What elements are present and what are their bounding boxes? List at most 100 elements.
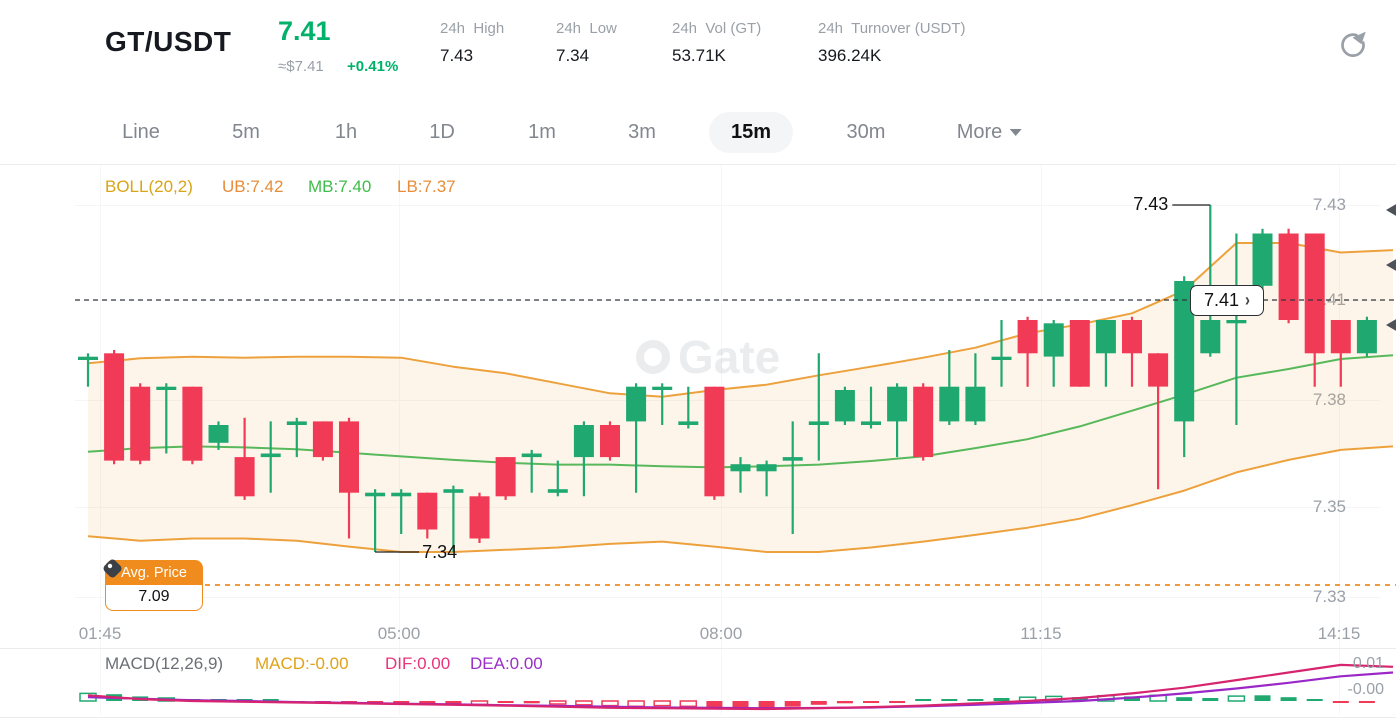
tab-30m[interactable]: 30m	[846, 121, 886, 143]
macd-histogram-bar-down	[810, 701, 827, 705]
macd-histogram-bar-up	[1044, 695, 1063, 702]
stat-value: 396.24K	[818, 46, 882, 65]
macd-histogram-bar-down	[1332, 701, 1349, 703]
macd-indicator-label[interactable]: MACD(12,26,9)	[105, 654, 224, 673]
macd-histogram-bar-down	[653, 700, 671, 707]
macd-histogram-bar-down	[679, 700, 698, 708]
divider	[0, 648, 1396, 649]
boll-indicator-label[interactable]: BOLL(20,2)	[105, 177, 193, 196]
edge-marker-icon	[1386, 318, 1396, 332]
macd-histogram-bar-up	[184, 699, 201, 701]
macd-axis-label: -0.00	[1347, 681, 1384, 698]
macd-histogram-bar-up	[1254, 695, 1271, 701]
price-axis-label: 7.33	[1312, 587, 1346, 606]
macd-histogram-bar-up	[1097, 694, 1115, 702]
stat-label: 24h High	[440, 20, 505, 37]
macd-histogram-bar-down	[863, 701, 879, 703]
boll-ub-value: UB:7.42	[222, 177, 284, 196]
macd-histogram-bar-down	[1358, 701, 1375, 703]
chevron-down-icon	[1009, 129, 1022, 137]
macd-histogram-bar-up	[1018, 696, 1037, 702]
approx-usd-price: ≈$7.41	[278, 58, 324, 75]
boll-mb-value: MB:7.40	[308, 177, 372, 196]
macd-histogram-bar-up	[262, 699, 279, 701]
low-price-annotation: 7.34	[422, 542, 458, 562]
tab-3m[interactable]: 3m	[628, 121, 656, 143]
macd-histogram-bar-down	[732, 701, 749, 708]
time-axis-label: 14:15	[1317, 624, 1361, 643]
macd-histogram-bar-up	[1124, 696, 1140, 701]
gridline-horizontal	[75, 204, 1380, 206]
macd-histogram-bar-down	[889, 701, 906, 703]
macd-histogram-bar-down	[836, 701, 853, 704]
macd-histogram-bar-up	[157, 697, 176, 702]
macd-histogram-bar-up	[1202, 698, 1219, 701]
tab-15m[interactable]: 15m	[708, 112, 794, 153]
current-price-label[interactable]: 7.41 ›	[1190, 284, 1264, 316]
macd-histogram-bar-up	[1149, 694, 1167, 702]
macd-histogram-bar-down	[393, 701, 410, 704]
stat-value: 7.43	[440, 46, 474, 65]
pair-title: GT/USDT	[105, 26, 232, 57]
gridline-horizontal	[75, 596, 1380, 598]
tab-1h[interactable]: 1h	[334, 121, 358, 143]
macd-histogram-bar-up	[967, 699, 984, 701]
avg-price-title: Avg. Price	[105, 560, 203, 585]
macd-histogram-bar-up	[915, 699, 932, 701]
chevron-right-icon: ›	[1245, 289, 1251, 311]
macd-histogram-bar-down	[341, 701, 357, 704]
edge-marker-icon	[1386, 258, 1396, 272]
stat-label: 24h Low	[556, 20, 617, 37]
tab-1m[interactable]: 1m	[528, 121, 556, 143]
macd-histogram-bar-up	[993, 698, 1010, 701]
tab-5m[interactable]: 5m	[232, 121, 260, 143]
macd-histogram-bar-down	[367, 701, 384, 703]
macd-histogram-bar-down	[784, 701, 801, 707]
dea-value: DEA:0.00	[470, 654, 543, 673]
macd-histogram-bar-down	[470, 700, 489, 706]
macd-histogram-bar-up	[106, 694, 123, 701]
macd-histogram-bar-down	[288, 701, 305, 703]
macd-histogram-bar-up	[132, 696, 149, 701]
macd-histogram-bar-down	[549, 700, 567, 705]
tab-1d[interactable]: 1D	[429, 121, 455, 143]
time-axis-label: 01:45	[78, 624, 122, 643]
change-percent: +0.41%	[347, 58, 399, 75]
macd-histogram-bar-down	[523, 701, 540, 704]
macd-histogram-bar-down	[575, 700, 593, 706]
macd-histogram-bar-down	[627, 700, 645, 708]
macd-value: MACD:-0.00	[255, 654, 349, 673]
tab-line[interactable]: Line	[122, 121, 160, 143]
divider	[0, 717, 1396, 718]
time-axis-label: 05:00	[377, 624, 421, 643]
macd-histogram-bar-up	[1280, 697, 1297, 701]
price-tag-icon	[103, 559, 122, 578]
stat-value: 7.34	[556, 46, 590, 65]
macd-histogram-bar-up	[1227, 695, 1246, 702]
more-dropdown[interactable]: More	[935, 112, 1044, 153]
dif-value: DIF:0.00	[385, 654, 451, 673]
stat-24h-turnover: 24h Turnover (USDT) 396.24K	[818, 20, 966, 66]
avg-price-tag[interactable]: Avg. Price 7.09	[105, 560, 203, 611]
refresh-icon[interactable]	[1334, 27, 1374, 67]
macd-histogram-bar-down	[497, 701, 514, 703]
macd-axis-label: 0.01	[1352, 655, 1384, 672]
stat-label: 24h Turnover (USDT)	[818, 20, 966, 37]
macd-histogram-bar-down	[601, 700, 619, 707]
chart-canvas[interactable]	[75, 165, 1380, 620]
stat-24h-low: 24h Low 7.34	[556, 20, 617, 66]
high-price-annotation: 7.43	[1133, 194, 1169, 214]
boll-lb-value: LB:7.37	[397, 177, 456, 196]
macd-histogram-bar-down	[419, 701, 436, 704]
macd-histogram-bar-up	[79, 692, 97, 702]
macd-histogram-bar-up	[1071, 697, 1088, 701]
current-price-value: 7.41	[1203, 289, 1240, 310]
macd-histogram-bar-up	[1306, 699, 1323, 701]
macd-histogram-bar-up	[941, 699, 958, 701]
macd-histogram-bar-up	[236, 699, 253, 701]
price-axis-label: 7.43	[1312, 195, 1346, 214]
macd-histogram-bar-down	[314, 701, 331, 703]
time-axis-label: 08:00	[699, 624, 743, 643]
avg-price-value: 7.09	[105, 585, 203, 611]
